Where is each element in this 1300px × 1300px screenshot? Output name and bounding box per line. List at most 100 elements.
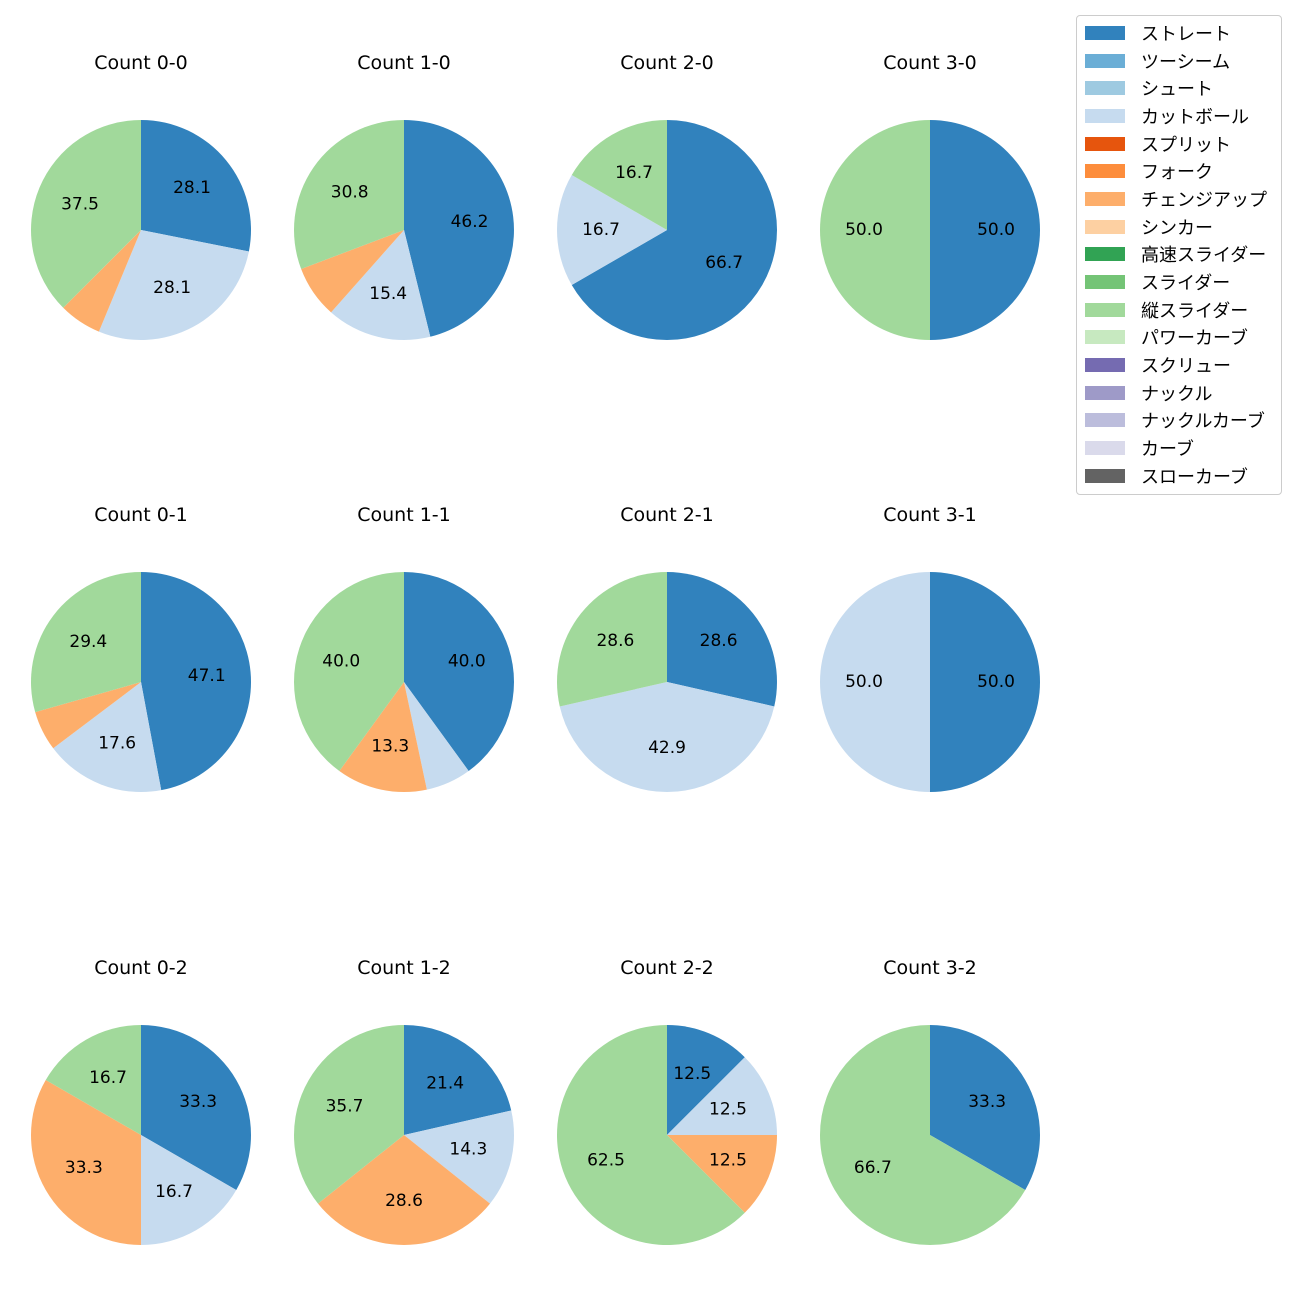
pie-title: Count 3-0: [883, 52, 977, 74]
legend-item: スライダー: [1077, 268, 1281, 296]
pie-title: Count 3-2: [883, 957, 977, 979]
pie-slice: [45, 1025, 141, 1135]
pie-slice: [294, 1025, 404, 1204]
pie-data-label: 62.5: [587, 1150, 625, 1170]
pie-data-label: 28.6: [596, 631, 634, 651]
pie-title: Count 0-1: [94, 504, 188, 526]
pie-slice: [301, 230, 404, 313]
pie-data-label: 12.5: [709, 1100, 747, 1120]
pie-slice: [559, 682, 775, 792]
legend-swatch: [1085, 191, 1125, 206]
legend-item: シンカー: [1077, 213, 1281, 241]
legend-swatch: [1085, 302, 1125, 317]
pie-data-label: 28.1: [173, 178, 211, 198]
pie-panel: Count 2-0 66.7 16.7 16.7: [557, 52, 778, 341]
pie-title: Count 0-0: [94, 52, 188, 74]
pie-title: Count 3-1: [883, 504, 977, 526]
pie-slice: [667, 572, 777, 707]
pie-slice: [404, 682, 469, 790]
legend-item: カットボール: [1077, 102, 1281, 130]
pie-slice: [930, 120, 1040, 340]
pie-data-label: 47.1: [188, 666, 226, 686]
legend-swatch: [1085, 81, 1125, 96]
pie-title: Count 1-1: [357, 504, 451, 526]
pie-data-label: 28.6: [700, 631, 738, 651]
legend-item: スローカーブ: [1077, 462, 1281, 490]
pie-panel: Count 0-0 28.1 28.1 37.5: [31, 52, 252, 341]
legend: ストレート ツーシーム シュート カットボール スプリット フォーク チェンジアップ シンカー…: [1076, 15, 1282, 495]
pie-data-label: 33.3: [65, 1158, 103, 1178]
pie-slice: [820, 572, 930, 792]
legend-item: チェンジアップ: [1077, 185, 1281, 213]
pie-data-label: 16.7: [582, 220, 620, 240]
pie-slice: [556, 1025, 745, 1245]
pie-slice: [331, 230, 431, 340]
pie-slice: [930, 1025, 1040, 1190]
pie-data-label: 16.7: [89, 1068, 127, 1088]
legend-label: 縦スライダー: [1141, 300, 1249, 322]
pie-panel: Count 2-2 12.5 12.5 12.5 62.5: [556, 957, 777, 1245]
pie-slice: [293, 572, 404, 771]
pie-slice: [339, 682, 427, 793]
legend-item: ナックルカーブ: [1077, 407, 1281, 435]
legend-label: スライダー: [1141, 273, 1231, 295]
pie-data-label: 12.5: [673, 1064, 711, 1084]
legend-swatch: [1085, 164, 1125, 179]
pie-slice: [930, 572, 1040, 792]
pie-panel: Count 1-2 21.4 14.3 28.6 35.7: [294, 957, 514, 1245]
pie-data-label: 35.7: [326, 1096, 364, 1116]
pie-slice: [63, 230, 141, 332]
legend-label: フォーク: [1141, 162, 1213, 184]
pie-data-label: 30.8: [331, 183, 369, 203]
legend-swatch: [1085, 385, 1125, 400]
pie-slice: [141, 1025, 251, 1190]
pie-slice: [404, 1025, 512, 1135]
pie-title: Count 2-0: [620, 52, 714, 74]
pie-slice: [35, 682, 142, 749]
legend-label: ナックルカーブ: [1141, 411, 1265, 433]
legend-item: カーブ: [1077, 434, 1281, 462]
legend-item: シュート: [1077, 74, 1281, 102]
pie-slice: [819, 1025, 1026, 1245]
pie-panel: Count 1-0 46.2 15.4 30.8: [294, 52, 514, 340]
legend-label: 高速スライダー: [1141, 245, 1267, 267]
pie-data-label: 33.3: [968, 1092, 1006, 1112]
pie-data-label: 50.0: [977, 672, 1015, 692]
legend-swatch: [1085, 219, 1125, 234]
legend-label: シュート: [1141, 79, 1213, 101]
legend-label: カーブ: [1141, 439, 1194, 461]
legend-item: フォーク: [1077, 157, 1281, 185]
pie-slice: [141, 120, 252, 252]
legend-label: カットボール: [1141, 106, 1249, 128]
pie-slice: [667, 1025, 745, 1135]
pie-data-label: 16.7: [155, 1182, 193, 1202]
pie-slice: [571, 120, 778, 341]
legend-swatch: [1085, 136, 1125, 151]
pie-panel: Count 3-0 50.0 50.0: [820, 52, 1040, 340]
pie-data-label: 28.1: [153, 278, 191, 298]
legend-label: スローカーブ: [1141, 466, 1248, 488]
pie-data-label: 29.4: [69, 632, 107, 652]
pie-slice: [294, 120, 404, 270]
pie-slice: [404, 120, 514, 337]
pie-data-label: 21.4: [426, 1073, 464, 1093]
pie-data-label: 33.3: [179, 1092, 217, 1112]
pie-title: Count 2-2: [620, 957, 714, 979]
pie-slice: [571, 120, 667, 230]
pie-slice: [404, 1110, 514, 1204]
legend-swatch: [1085, 330, 1125, 345]
legend-item: 高速スライダー: [1077, 241, 1281, 269]
legend-label: チェンジアップ: [1141, 189, 1267, 211]
pie-slice: [141, 572, 252, 791]
pie-title: Count 1-0: [357, 52, 451, 74]
pie-data-label: 12.5: [709, 1150, 747, 1170]
legend-item: パワーカーブ: [1077, 324, 1281, 352]
pie-slice: [31, 1080, 141, 1245]
pie-slice: [318, 1135, 490, 1245]
legend-label: ストレート: [1141, 23, 1231, 45]
pie-data-label: 37.5: [61, 195, 99, 215]
pie-slice: [31, 120, 142, 308]
legend-swatch: [1085, 441, 1125, 456]
pie-panel: Count 3-2 33.3 66.7: [819, 957, 1040, 1245]
